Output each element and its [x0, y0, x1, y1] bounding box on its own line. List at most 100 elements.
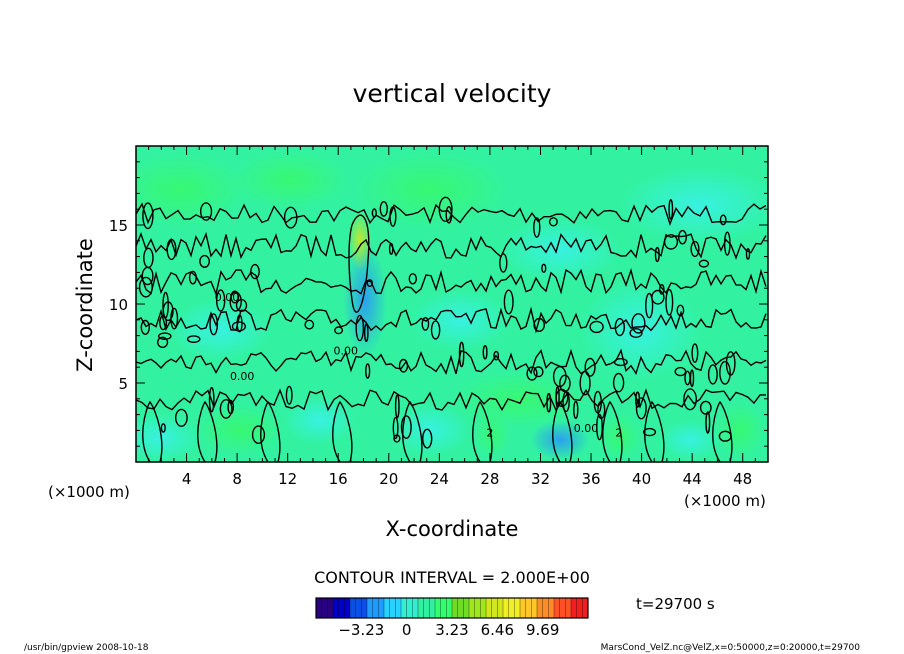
contour-plume-2 — [260, 400, 281, 462]
contour-loop — [186, 335, 201, 343]
contour-loop — [400, 415, 412, 439]
contour-loop — [142, 202, 154, 230]
colorbar-swatch — [537, 598, 555, 618]
contour-label: 2 — [615, 427, 622, 440]
contour-loop — [371, 208, 377, 218]
contour-line-upper-mid — [136, 231, 767, 260]
field-blob-0 — [136, 152, 250, 228]
contour-loop — [208, 386, 215, 413]
contour-loop — [166, 238, 177, 261]
contour-loop — [188, 270, 197, 285]
contour-loop — [251, 425, 266, 445]
x-tick-label: 4 — [182, 470, 192, 488]
contour-label: 0.00 — [230, 370, 255, 383]
contour-loop — [392, 416, 399, 440]
contour-lines — [136, 196, 767, 462]
contour-loop — [140, 319, 151, 336]
colorbar-swatch — [401, 598, 419, 618]
contour-loop — [365, 363, 371, 379]
contour-loop — [548, 217, 558, 227]
contour-loop — [723, 231, 731, 256]
contour-label: 2 — [486, 427, 493, 440]
contour-loop — [654, 246, 660, 263]
contour-loop — [250, 263, 260, 280]
contour-loop — [200, 202, 213, 221]
y-tick-label: 15 — [109, 217, 128, 235]
y-tick-label: 5 — [118, 375, 128, 393]
colorbar-tick-label: 3.23 — [435, 621, 468, 639]
contour-loop — [526, 366, 538, 381]
contour-label-layer: 0.00 0.00 0.00 0.00 2 2 — [215, 291, 623, 440]
x-unit-label: (×1000 m) — [684, 492, 766, 510]
contour-line-lower-mid — [136, 306, 767, 334]
contour-loop — [159, 315, 168, 331]
contour-loop — [157, 332, 172, 341]
contour-loop — [388, 242, 394, 255]
contour-loop — [614, 318, 625, 337]
contour-loop — [690, 240, 700, 258]
contour-loop — [438, 196, 453, 223]
contour-loop — [631, 313, 646, 334]
field-blob-10 — [474, 411, 510, 459]
contour-loop — [170, 307, 179, 330]
x-tick-label: 36 — [581, 470, 600, 488]
field-blob-8 — [343, 242, 387, 358]
contour-plume-1 — [197, 400, 218, 462]
contour-loop — [659, 283, 665, 295]
contour-plume-6 — [552, 400, 573, 462]
x-tick-label: 40 — [632, 470, 651, 488]
contour-loop — [334, 326, 344, 335]
contour-line-mid — [136, 267, 767, 297]
contour-loop — [398, 358, 409, 373]
contour-loop — [430, 320, 441, 340]
contour-loop — [668, 198, 674, 220]
contour-loop — [285, 385, 293, 405]
y-tick-label: 10 — [109, 296, 128, 314]
contour-loop — [389, 206, 397, 227]
contour-loop — [157, 336, 169, 348]
contour-loop — [363, 323, 369, 343]
field-blob-6 — [136, 414, 200, 462]
contour-loop — [236, 314, 243, 333]
contour-loop — [503, 289, 514, 315]
contour-loop — [379, 200, 388, 217]
colorbar-swatch — [520, 598, 538, 618]
contour-loop — [705, 411, 711, 434]
contour-loop — [541, 263, 547, 273]
contour-loop — [589, 320, 604, 334]
contour-loop — [678, 229, 688, 245]
colorbar-swatch — [367, 598, 385, 618]
x-tick-label: 32 — [531, 470, 550, 488]
contour-loop — [283, 206, 298, 229]
contour-plume-5 — [472, 400, 493, 462]
contour-plume-4 — [402, 400, 423, 462]
contour-plume-8 — [644, 400, 665, 462]
colorbar-tick-labels: −3.23 0 3.23 6.46 9.69 — [338, 621, 559, 639]
contour-loop — [215, 289, 226, 312]
contour-loop — [174, 408, 188, 427]
colorbar-swatch — [316, 598, 334, 618]
contour-loop — [482, 344, 488, 360]
contour-loop — [422, 428, 433, 449]
field-blob-15 — [714, 402, 766, 458]
field-blob-14 — [660, 420, 720, 460]
field-blob-11 — [598, 413, 642, 461]
contour-loop — [533, 317, 546, 333]
tick-marks — [136, 146, 768, 462]
field-blob-13 — [530, 420, 590, 460]
field-blob-16 — [284, 396, 356, 444]
contour-loop — [699, 400, 712, 415]
contour-loop — [366, 279, 373, 288]
contour-loop — [408, 273, 417, 285]
contour-loop — [596, 413, 603, 441]
contour-loop — [445, 205, 453, 224]
contour-loop — [138, 276, 153, 298]
time-label: t=29700 s — [636, 595, 715, 613]
colorbar-swatch — [486, 598, 504, 618]
footer-program-date: /usr/bin/gpview 2008-10-18 — [24, 643, 149, 653]
y-axis-tick-labels: 5 10 15 — [109, 217, 128, 393]
contour-loop — [642, 427, 657, 437]
contour-plume-7 — [602, 400, 623, 462]
contour-updraft-core — [348, 214, 370, 313]
